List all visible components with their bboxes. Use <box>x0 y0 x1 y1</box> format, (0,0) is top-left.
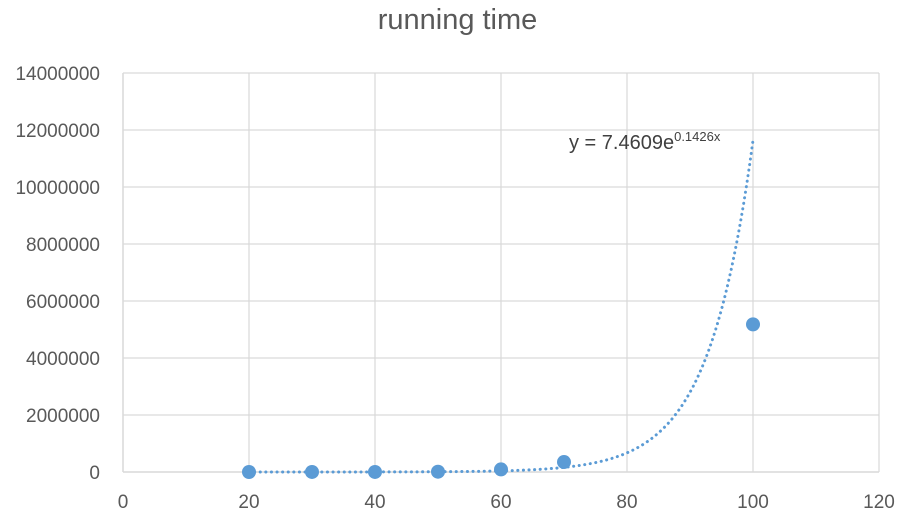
data-points <box>242 317 760 479</box>
y-tick-label: 4000000 <box>26 349 100 370</box>
x-axis-tick-labels: 0 20 40 60 80 100 120 <box>118 492 895 513</box>
x-tick-label: 40 <box>364 492 385 513</box>
y-tick-label: 10000000 <box>15 178 100 199</box>
grid-lines <box>123 72 880 472</box>
y-axis-tick-labels: 0 2000000 4000000 6000000 8000000 10000000 120… <box>15 64 100 484</box>
y-tick-label: 8000000 <box>26 235 100 256</box>
data-point <box>242 464 256 479</box>
y-tick-label: 12000000 <box>15 121 100 142</box>
x-tick-label: 60 <box>490 492 511 513</box>
x-tick-label: 0 <box>118 492 129 513</box>
y-tick-label: 14000000 <box>15 64 100 85</box>
data-point <box>557 455 571 470</box>
data-point <box>746 317 760 332</box>
y-tick-label: 0 <box>89 463 100 484</box>
data-point <box>494 462 508 477</box>
x-tick-label: 80 <box>616 492 637 513</box>
data-point <box>431 464 445 479</box>
data-point <box>305 464 319 479</box>
y-tick-label: 2000000 <box>26 406 100 427</box>
x-tick-label: 100 <box>737 492 769 513</box>
trendline-equation: y = 7.4609e0.1426x <box>569 129 721 154</box>
trendline-equation-exponent: 0.1426x <box>674 129 721 144</box>
x-tick-label: 120 <box>863 492 895 513</box>
y-tick-label: 6000000 <box>26 292 100 313</box>
data-point <box>368 464 382 479</box>
trendline-equation-main: y = 7.4609e <box>569 132 674 154</box>
x-tick-label: 20 <box>238 492 259 513</box>
chart-title: running time <box>377 4 538 36</box>
